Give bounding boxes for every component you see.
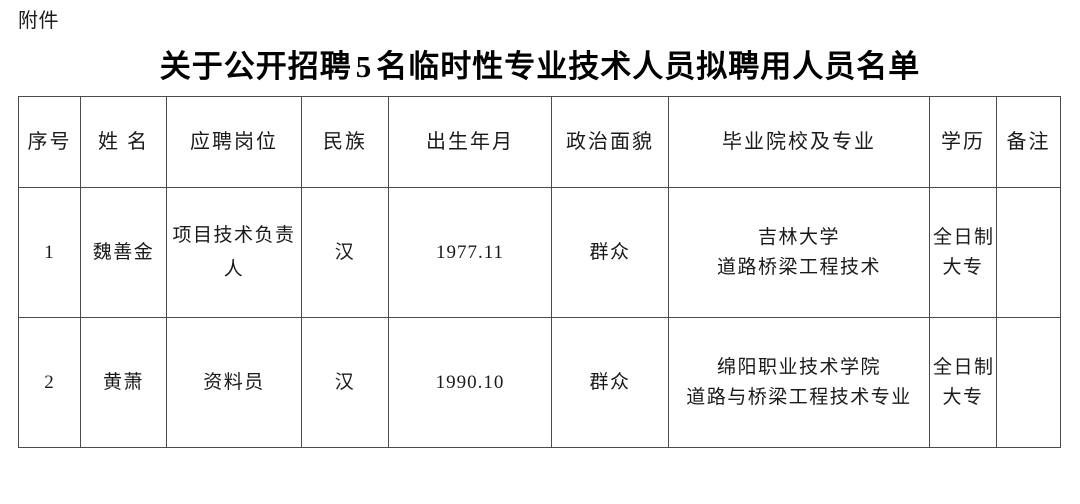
column-header-birthdate: 出生年月 — [388, 96, 552, 188]
cell-political: 群众 — [551, 187, 669, 318]
table-header-row: 序号 姓 名 应聘岗位 民族 出生年月 政治面貌 毕业院校及专业 学历 备注 — [18, 96, 1061, 188]
cell-school-lines: 绵阳职业技术学院 道路与桥梁工程技术专业 — [672, 353, 926, 413]
table-row: 1 魏善金 项目技术负责人 汉 1977.11 群众 吉林大学 道路桥梁工程技术… — [18, 187, 1061, 318]
cell-school-line-1: 吉林大学 — [757, 226, 840, 248]
cell-birthdate: 1990.10 — [388, 317, 552, 448]
column-header-remark: 备注 — [996, 96, 1061, 188]
column-header-political: 政治面貌 — [551, 96, 669, 188]
cell-education: 全日制 大专 — [929, 317, 997, 448]
column-header-index: 序号 — [18, 96, 81, 188]
attachment-label: 附件 — [18, 10, 59, 32]
column-header-post: 应聘岗位 — [166, 96, 302, 188]
cell-post-text: 项目技术负责人 — [172, 224, 296, 280]
column-header-school: 毕业院校及专业 — [668, 96, 930, 188]
cell-education-lines: 全日制 大专 — [933, 223, 993, 283]
column-header-ethnicity: 民族 — [301, 96, 389, 188]
column-header-education: 学历 — [929, 96, 997, 188]
cell-birthdate: 1977.11 — [388, 187, 552, 318]
page-title-count: 5 — [355, 49, 373, 84]
cell-political: 群众 — [551, 317, 669, 448]
cell-post: 项目技术负责人 — [166, 187, 302, 318]
cell-school: 吉林大学 道路桥梁工程技术 — [668, 187, 930, 318]
cell-education-line-1: 全日制 — [933, 356, 995, 378]
page-title-prefix: 关于公开招聘 — [159, 49, 352, 84]
cell-education-line-1: 全日制 — [933, 226, 995, 248]
cell-school-line-1: 绵阳职业技术学院 — [716, 356, 881, 378]
cell-school-line-2: 道路桥梁工程技术 — [716, 256, 881, 278]
cell-school-lines: 吉林大学 道路桥梁工程技术 — [672, 223, 926, 283]
candidate-roster-table: 序号 姓 名 应聘岗位 民族 出生年月 政治面貌 毕业院校及专业 学历 备注 1… — [18, 96, 1061, 448]
cell-name: 黄萧 — [80, 317, 167, 448]
cell-education-lines: 全日制 大专 — [933, 353, 993, 413]
page-title-suffix: 名临时性专业技术人员拟聘用人员名单 — [376, 49, 921, 84]
cell-post: 资料员 — [166, 317, 302, 448]
cell-post-text: 资料员 — [203, 371, 265, 393]
cell-index: 2 — [18, 317, 81, 448]
cell-remark — [996, 187, 1061, 318]
cell-education-line-2: 大专 — [942, 256, 984, 278]
page-title: 关于公开招聘 5 名临时性专业技术人员拟聘用人员名单 — [0, 47, 1080, 87]
column-header-name: 姓 名 — [80, 96, 167, 188]
cell-education-line-2: 大专 — [942, 386, 984, 408]
cell-school: 绵阳职业技术学院 道路与桥梁工程技术专业 — [668, 317, 930, 448]
cell-index: 1 — [18, 187, 81, 318]
cell-ethnicity: 汉 — [301, 187, 389, 318]
cell-school-line-2: 道路与桥梁工程技术专业 — [686, 386, 912, 408]
table-row: 2 黄萧 资料员 汉 1990.10 群众 绵阳职业技术学院 道路与桥梁工程技术… — [18, 317, 1061, 448]
cell-remark — [996, 317, 1061, 448]
cell-ethnicity: 汉 — [301, 317, 389, 448]
cell-education: 全日制 大专 — [929, 187, 997, 318]
cell-name: 魏善金 — [80, 187, 167, 318]
